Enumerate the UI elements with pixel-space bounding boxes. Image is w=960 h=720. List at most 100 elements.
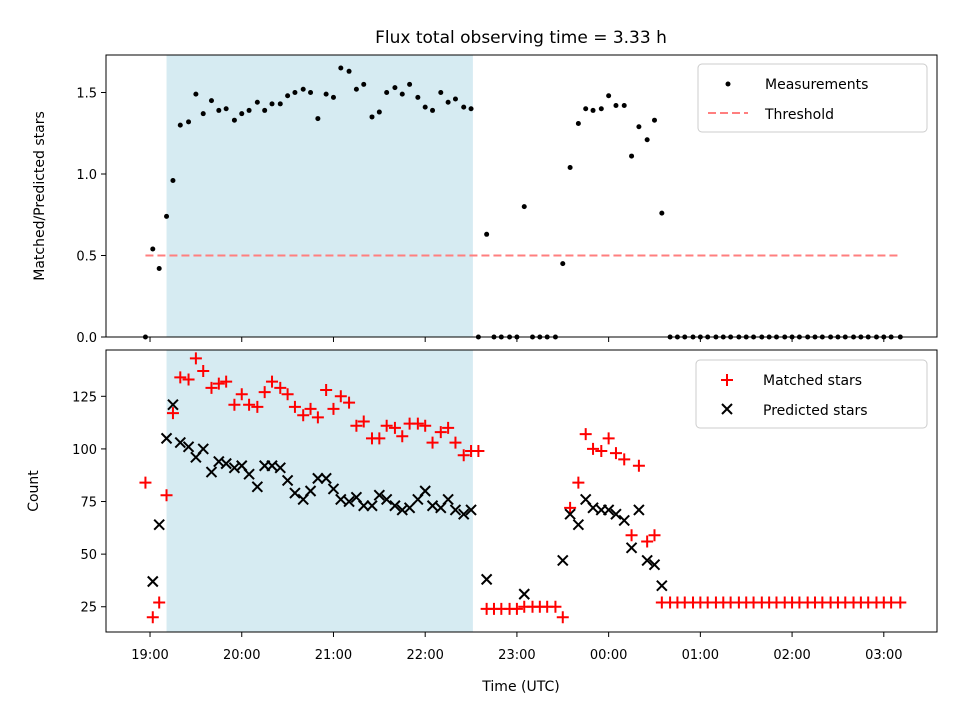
- measurement-point: [521, 204, 527, 210]
- matched-star-point: [311, 411, 324, 424]
- matched-star-point: [243, 398, 256, 411]
- bottom-y-tick-label: 100: [72, 443, 97, 458]
- measurement-point: [346, 68, 352, 74]
- matched-star-point: [189, 352, 202, 365]
- predicted-star-point: [426, 500, 439, 512]
- measurement-point: [200, 111, 206, 117]
- predicted-star-point: [403, 502, 416, 514]
- bottom-y-ticks: 25 50 75 100 125: [72, 390, 106, 616]
- top-y-tick-label: 1.5: [76, 86, 97, 101]
- top-y-tick-label: 0.0: [76, 331, 97, 346]
- matched-star-point: [258, 386, 271, 399]
- measurement-point: [246, 107, 252, 113]
- predicted-star-point: [373, 489, 386, 501]
- measurement-point: [315, 116, 321, 122]
- predicted-star-point: [266, 460, 278, 472]
- top-y-tick-label: 1.0: [76, 168, 97, 183]
- matched-star-point: [235, 388, 248, 401]
- matched-star-point: [182, 373, 195, 386]
- bottom-legend: Matched stars Predicted stars: [695, 359, 928, 429]
- measurement-point: [407, 81, 413, 87]
- legend-label-threshold: Threshold: [764, 107, 834, 123]
- predicted-star-point: [243, 468, 255, 480]
- legend-marker-predicted: [721, 403, 733, 415]
- bottom-y-tick-label: 125: [72, 390, 97, 405]
- matched-star-point: [228, 398, 241, 411]
- predicted-star-point: [366, 500, 378, 512]
- measurement-point: [193, 91, 199, 97]
- measurement-point: [484, 231, 490, 237]
- bottom-y-tick-label: 25: [80, 601, 97, 616]
- measurement-point: [308, 89, 314, 95]
- predicted-star-point: [160, 432, 173, 445]
- top-y-ticks: 0.0 0.5 1.0 1.5: [76, 86, 106, 346]
- matched-star-point: [380, 419, 393, 432]
- bottom-x-tick-label: 03:00: [865, 648, 902, 663]
- measurement-point: [254, 99, 260, 105]
- predicted-star-point: [197, 443, 209, 455]
- predicted-star-point: [648, 558, 661, 571]
- matched-star-point: [579, 428, 592, 441]
- top-legend: Measurements Threshold: [697, 63, 928, 133]
- matched-star-point: [334, 390, 347, 403]
- measurement-point: [445, 99, 451, 105]
- measurement-point: [292, 89, 298, 95]
- measurement-point: [629, 153, 635, 159]
- matched-star-points: [139, 352, 907, 624]
- predicted-star-point: [602, 504, 615, 516]
- measurement-point: [330, 94, 336, 100]
- matched-star-point: [648, 529, 661, 542]
- matched-star-point: [160, 489, 173, 502]
- measurement-point: [177, 122, 183, 128]
- matched-star-point: [197, 365, 210, 378]
- measurement-point: [461, 104, 467, 110]
- predicted-star-point: [335, 493, 347, 506]
- measurement-point: [651, 117, 657, 123]
- measurement-point: [300, 86, 306, 92]
- predicted-star-point: [153, 518, 165, 531]
- predicted-star-point: [205, 466, 218, 478]
- measurement-point: [468, 106, 474, 112]
- measurement-point: [567, 164, 573, 170]
- measurement-point: [399, 91, 405, 97]
- predicted-star-point: [610, 508, 622, 520]
- bottom-y-tick-label: 50: [80, 548, 97, 563]
- predicted-star-point: [572, 518, 585, 531]
- bottom-x-tick-label: 02:00: [773, 648, 810, 663]
- measurement-point: [590, 107, 596, 113]
- matched-star-point: [297, 409, 310, 422]
- measurement-points: [142, 65, 903, 340]
- measurement-point: [285, 93, 291, 99]
- matched-star-point: [442, 421, 455, 434]
- measurement-point: [353, 86, 359, 92]
- measurement-point: [583, 106, 589, 112]
- matched-star-point: [373, 432, 386, 445]
- predicted-star-point: [656, 579, 668, 592]
- measurement-point: [621, 103, 627, 109]
- measurement-point: [376, 109, 382, 115]
- predicted-star-point: [228, 462, 241, 474]
- x-axis-label: Time (UTC): [481, 679, 559, 695]
- bottom-y-tick-label: 75: [80, 496, 97, 511]
- predicted-star-point: [587, 502, 599, 514]
- measurement-point: [422, 104, 428, 110]
- bottom-x-tick-label: 00:00: [590, 648, 627, 663]
- matched-star-point: [205, 381, 218, 394]
- predicted-star-point: [449, 504, 462, 516]
- predicted-star-point: [327, 483, 340, 495]
- predicted-star-point: [633, 504, 645, 516]
- measurement-point: [156, 266, 162, 272]
- predicted-star-point: [281, 474, 294, 487]
- matched-star-point: [327, 402, 340, 415]
- predicted-star-point: [618, 514, 630, 527]
- bottom-shaded-interval: [166, 350, 473, 632]
- predicted-star-point: [419, 485, 431, 497]
- matched-star-point: [564, 501, 577, 514]
- predicted-star-point: [274, 462, 286, 474]
- matched-star-point: [212, 377, 225, 390]
- legend-marker-matched: [721, 374, 733, 386]
- bottom-y-axis-label: Count: [26, 470, 42, 512]
- measurement-point: [606, 93, 612, 99]
- top-y-axis-label: Matched/Predicted stars: [32, 111, 48, 281]
- legend-label-matched: Matched stars: [763, 373, 862, 389]
